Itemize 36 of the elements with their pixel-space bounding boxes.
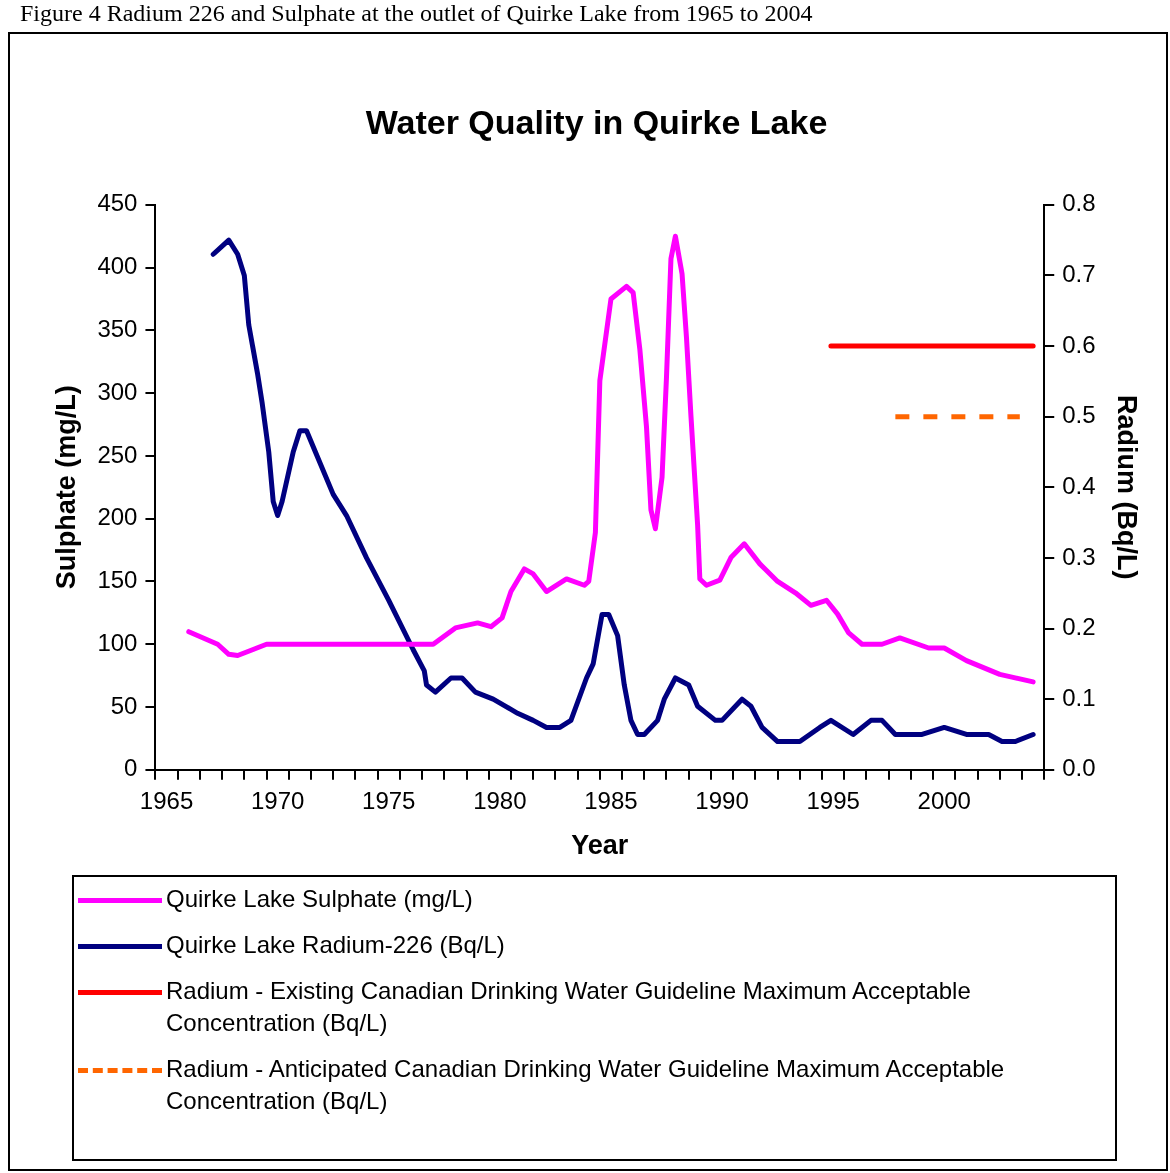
x-tick-label: 1980 <box>473 786 527 814</box>
legend-label: Quirke Lake Sulphate (mg/L) <box>166 884 473 914</box>
x-tick-label: 1995 <box>806 786 860 814</box>
y-tick-label: 250 <box>97 440 138 468</box>
y-tick-label: 450 <box>97 189 138 217</box>
chart-title: Water Quality in Quirke Lake <box>365 102 828 141</box>
caption: Figure 4 Radium 226 and Sulphate at the outlet of Quirke Lake from 1965 to 2004 <box>20 0 813 27</box>
y2-tick-label: 0.7 <box>1062 260 1096 288</box>
legend-label: Radium - Anticipated Canadian Drinking Water Guideline Maximum Acceptable Concentration (Bq/L) <box>166 1054 1006 1116</box>
y2-tick-label: 0.8 <box>1062 189 1096 217</box>
y-tick-label: 150 <box>97 566 138 594</box>
y2-tick-label: 0.2 <box>1062 613 1096 641</box>
y-tick-label: 200 <box>97 503 138 531</box>
y2-tick-label: 0.4 <box>1062 471 1096 499</box>
y2-tick-label: 0.0 <box>1062 754 1096 782</box>
x-tick-label: 1970 <box>250 786 305 814</box>
x-tick-label: 2000 <box>917 786 971 814</box>
x-tick-label: 1985 <box>584 786 638 814</box>
y-tick-label: 100 <box>97 628 138 656</box>
y-tick-label: 400 <box>97 252 138 280</box>
y2-tick-label: 0.6 <box>1062 330 1096 358</box>
x-tick-label: 1965 <box>139 786 194 814</box>
y2-tick-label: 0.1 <box>1062 683 1096 711</box>
y-tick-label: 0 <box>124 754 138 782</box>
legend-label: Radium - Existing Canadian Drinking Water Guideline Maximum Acceptable Concentration (Bq/L) <box>166 976 972 1038</box>
x-tick-label: 1975 <box>362 786 416 814</box>
y2-tick-label: 0.3 <box>1062 542 1096 570</box>
x-tick-label: 1990 <box>695 786 749 814</box>
y2-axis-title: Radium (Bq/L) <box>1112 395 1143 580</box>
y-tick-label: 50 <box>110 691 138 719</box>
y2-tick-label: 0.5 <box>1062 401 1096 429</box>
y-tick-label: 300 <box>97 377 138 405</box>
y-axis-title: Sulphate (mg/L) <box>50 385 81 590</box>
legend-label: Quirke Lake Radium-226 (Bq/L) <box>166 930 505 960</box>
y-tick-label: 350 <box>97 314 138 342</box>
x-axis-title: Year <box>571 830 629 861</box>
